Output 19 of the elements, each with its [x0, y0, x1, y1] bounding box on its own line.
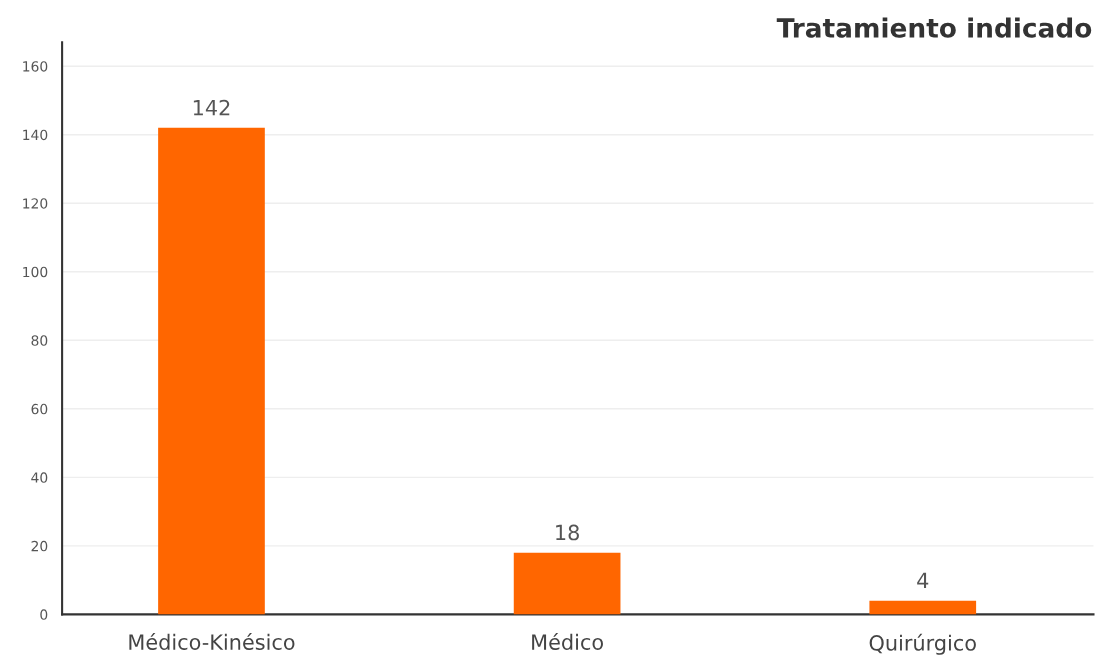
x-tick-label: Quirúrgico	[869, 633, 976, 655]
x-tick-label: Médico-Kinésico	[129, 633, 295, 650]
y-tick-label: 60	[31, 403, 48, 415]
data-label: 18	[556, 524, 579, 541]
bar	[158, 127, 265, 615]
y-tick-label: 160	[23, 61, 48, 72]
data-label: 142	[193, 99, 230, 116]
x-tick-label: Médico	[532, 633, 603, 650]
y-tick-label: 0	[40, 609, 48, 620]
y-tick-label: 140	[23, 129, 48, 141]
y-tick-label: 100	[23, 266, 48, 278]
y-tick-label: 120	[23, 198, 48, 209]
y-tick-label: 80	[31, 335, 48, 346]
bar	[513, 552, 621, 615]
y-tick-label: 20	[31, 540, 48, 552]
data-label: 4	[917, 572, 929, 589]
chart-title: Tratamiento indicado	[776, 17, 1092, 38]
bar	[869, 600, 977, 615]
y-tick-label: 40	[31, 472, 48, 483]
